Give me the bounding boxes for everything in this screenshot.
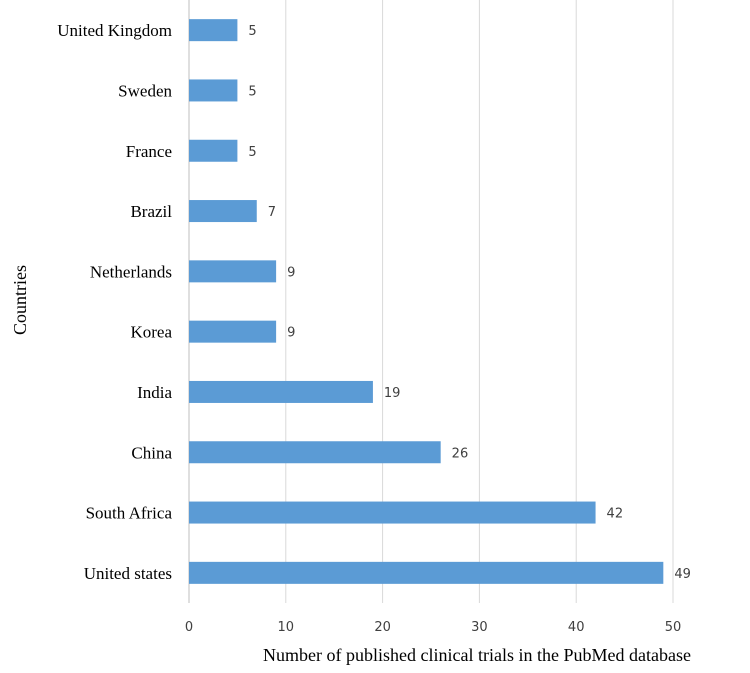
bar-value-label: 7 <box>268 205 276 220</box>
bar-value-label: 26 <box>452 446 469 461</box>
bar <box>189 441 441 464</box>
bar-value-label: 9 <box>287 265 295 280</box>
bar-value-label: 42 <box>607 507 624 522</box>
x-tick-label: 10 <box>278 620 295 635</box>
category-label: China <box>131 443 172 462</box>
bar-value-label: 5 <box>248 84 256 99</box>
category-label: Netherlands <box>90 262 172 281</box>
bar-value-label: 5 <box>248 145 256 160</box>
category-label: South Africa <box>86 504 173 523</box>
category-label: United states <box>84 564 172 583</box>
bar <box>189 561 664 584</box>
bar <box>189 260 277 283</box>
x-tick-label: 40 <box>568 620 585 635</box>
x-axis-title: Number of published clinical trials in t… <box>263 645 691 665</box>
bar <box>189 19 238 42</box>
category-label: France <box>126 142 172 161</box>
x-tick-label: 0 <box>185 620 193 635</box>
category-labels: United states South Africa China India Korea… <box>57 21 172 583</box>
bar-value-label: 19 <box>384 386 401 401</box>
x-tick-label: 20 <box>374 620 391 635</box>
y-axis-title: Countries <box>10 265 30 335</box>
value-labels: 49 42 26 19 9 9 7 5 5 5 <box>248 24 690 582</box>
x-tick-labels: 0 10 20 30 40 50 <box>185 620 681 635</box>
bar-value-label: 9 <box>287 326 295 341</box>
bar <box>189 139 238 162</box>
x-tick-label: 30 <box>471 620 488 635</box>
category-label: Sweden <box>118 81 172 100</box>
category-label: India <box>137 383 172 402</box>
bars <box>189 19 664 584</box>
bar <box>189 501 596 524</box>
bar <box>189 79 238 102</box>
bar <box>189 320 277 343</box>
category-label: United Kingdom <box>57 21 172 40</box>
bar <box>189 380 373 403</box>
bar <box>189 200 257 223</box>
bar-value-label: 5 <box>248 24 256 39</box>
category-label: Korea <box>130 323 172 342</box>
bar-value-label: 49 <box>674 567 691 582</box>
x-tick-label: 50 <box>665 620 682 635</box>
category-label: Brazil <box>130 202 172 221</box>
